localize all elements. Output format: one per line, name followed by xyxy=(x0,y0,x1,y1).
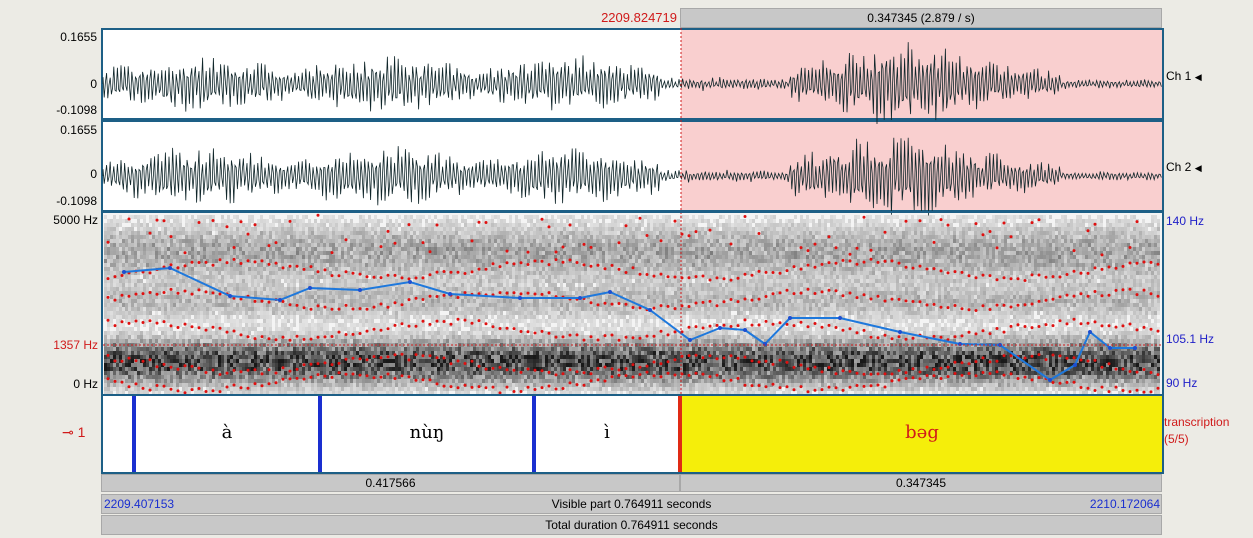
selection-duration-bar[interactable]: 0.347345 (2.879 / s) xyxy=(680,8,1162,28)
ch1-zero-label: 0 xyxy=(90,77,97,91)
pitch-max-label: 140 Hz xyxy=(1166,214,1205,228)
freq-min-label: 0 Hz xyxy=(73,377,98,391)
tier-selected-interval[interactable] xyxy=(681,396,1162,472)
ch2-label-text: Ch 2 xyxy=(1166,160,1192,174)
ch1-max-label: 0.1655 xyxy=(60,30,97,44)
tier-interval-label[interactable]: à xyxy=(221,422,233,443)
tier-count: (5/5) xyxy=(1164,432,1189,446)
tier-pointer-icon: ⊸ xyxy=(62,424,74,440)
waveform-ch1-trace xyxy=(102,42,1162,125)
pitch-cursor-label: 105.1 Hz xyxy=(1166,332,1215,346)
duration-bar-left[interactable]: 0.417566 xyxy=(101,474,680,492)
ch1-channel-label[interactable]: Ch 1 ◀ xyxy=(1166,69,1202,83)
tier-interval-label[interactable]: nùŋ xyxy=(409,422,445,443)
ch1-min-label: -0.1098 xyxy=(56,103,97,117)
selection-start-time: 2209.824719 xyxy=(601,10,677,25)
spectrogram-texture xyxy=(104,215,1160,395)
formant-dots xyxy=(106,213,1160,395)
tier-name: transcription xyxy=(1164,415,1230,429)
ch2-zero-label: 0 xyxy=(90,167,97,181)
freq-max-label: 5000 Hz xyxy=(53,213,98,227)
visible-part-text: Visible part 0.764911 seconds xyxy=(551,497,712,511)
pitch-contour xyxy=(123,266,1135,382)
visible-end-time: 2210.172064 xyxy=(1089,497,1160,511)
tier-number-text: 1 xyxy=(77,424,86,440)
tier-boundary[interactable] xyxy=(532,396,536,472)
tier-boundary-selected[interactable] xyxy=(678,396,682,472)
tier-boundary[interactable] xyxy=(318,396,322,472)
total-duration-bar[interactable]: Total duration 0.764911 seconds xyxy=(101,515,1162,535)
pitch-min-label: 90 Hz xyxy=(1166,376,1198,390)
mute-triangle-icon[interactable]: ◀ xyxy=(1194,163,1202,173)
ch2-min-label: -0.1098 xyxy=(56,194,97,208)
tier-interval-label[interactable]: bəg xyxy=(905,422,939,443)
duration-bar-right[interactable]: 0.347345 xyxy=(680,474,1162,492)
visible-part-bar[interactable]: Visible part 0.764911 seconds xyxy=(101,494,1162,514)
visible-start-time: 2209.407153 xyxy=(104,497,175,511)
tier-boundary[interactable] xyxy=(132,396,136,472)
tier-interval-label[interactable]: ì xyxy=(604,422,610,443)
ch2-channel-label[interactable]: Ch 2 ◀ xyxy=(1166,160,1202,174)
waveform-ch2-trace xyxy=(102,137,1162,216)
ch1-label-text: Ch 1 xyxy=(1166,69,1192,83)
freq-cursor-label: 1357 Hz xyxy=(53,338,98,352)
pitch-points xyxy=(122,266,1137,382)
tier-number[interactable]: ⊸ 1 xyxy=(62,424,85,441)
mute-triangle-icon[interactable]: ◀ xyxy=(1194,72,1202,82)
ch2-max-label: 0.1655 xyxy=(60,123,97,137)
